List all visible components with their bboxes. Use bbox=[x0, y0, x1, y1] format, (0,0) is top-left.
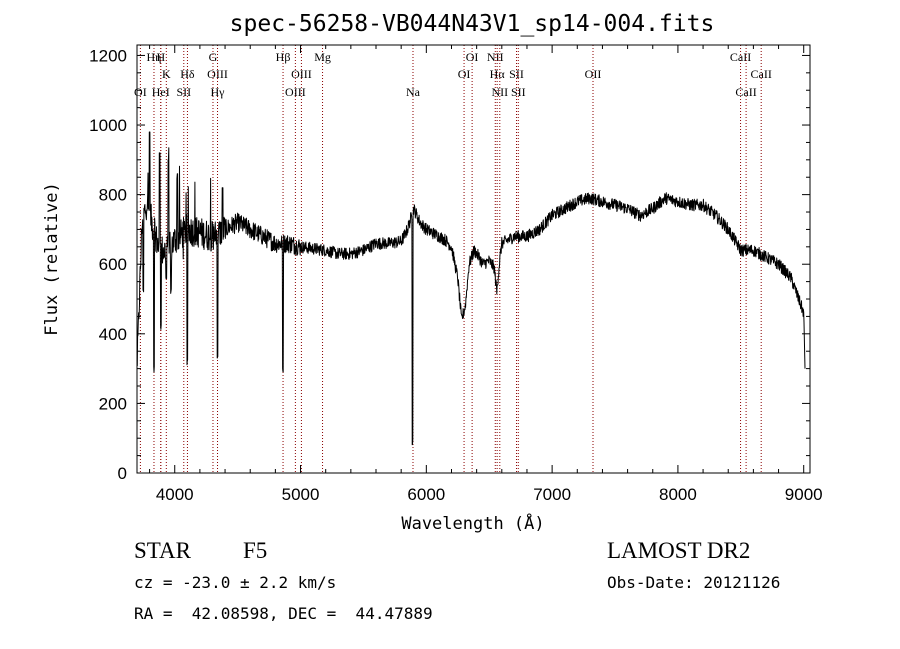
line-label: CaII bbox=[751, 67, 772, 81]
x-axis-label: Wavelength (Å) bbox=[401, 512, 544, 534]
chart-title: spec-56258-VB044N43V1_sp14-004.fits bbox=[230, 11, 715, 37]
line-label: SII bbox=[176, 85, 191, 99]
spectrum-line bbox=[136, 131, 806, 446]
x-tick-label: 7000 bbox=[533, 485, 571, 504]
x-tick-label: 5000 bbox=[282, 485, 320, 504]
spectrum-trace bbox=[136, 131, 806, 446]
y-tick-label: 400 bbox=[99, 325, 127, 344]
line-label: Hδ bbox=[180, 67, 195, 81]
line-label: OIII bbox=[291, 67, 312, 81]
line-label: K bbox=[162, 67, 171, 81]
line-label: SII bbox=[511, 85, 526, 99]
line-label: G bbox=[209, 50, 218, 64]
line-label: OII bbox=[585, 67, 602, 81]
plot-frame bbox=[136, 44, 811, 474]
survey-name: LAMOST DR2 bbox=[607, 538, 751, 563]
axes: 4000 5000 6000 7000 8000 9000 0 200 400 600 800 100… bbox=[89, 45, 823, 504]
line-label: OI bbox=[466, 50, 479, 64]
coordinates: RA = 42.08598, DEC = 44.47889 bbox=[134, 604, 433, 623]
line-label: Hη bbox=[147, 50, 162, 64]
line-label: OIII bbox=[285, 85, 306, 99]
line-label: Hβ bbox=[276, 50, 291, 64]
line-label: Na bbox=[406, 85, 421, 99]
line-label: Mg bbox=[314, 50, 331, 64]
line-label: HeI bbox=[152, 85, 170, 99]
line-label: NII bbox=[487, 50, 504, 64]
x-tick-label: 6000 bbox=[407, 485, 445, 504]
y-axis-label: Flux (relative) bbox=[42, 182, 62, 336]
object-class: STAR bbox=[134, 538, 191, 563]
line-label: CaII bbox=[735, 85, 756, 99]
x-tick-label: 9000 bbox=[785, 485, 823, 504]
x-tick-label: 4000 bbox=[156, 485, 194, 504]
y-tick-label: 1200 bbox=[89, 46, 127, 65]
x-tick-label: 8000 bbox=[659, 485, 697, 504]
line-label: Hγ bbox=[211, 85, 226, 99]
y-tick-label: 600 bbox=[99, 255, 127, 274]
y-tick-label: 0 bbox=[118, 464, 127, 483]
redshift-cz: cz = -23.0 ± 2.2 km/s bbox=[134, 573, 337, 592]
line-label: OIII bbox=[207, 67, 228, 81]
y-tick-label: 1000 bbox=[89, 116, 127, 135]
line-label: CaII bbox=[730, 50, 751, 64]
line-label: SII bbox=[509, 67, 524, 81]
line-label: Hα bbox=[490, 67, 506, 81]
y-tick-label: 800 bbox=[99, 186, 127, 205]
line-label: OI bbox=[134, 85, 147, 99]
observation-date: Obs-Date: 20121126 bbox=[607, 573, 781, 592]
line-label: OI bbox=[458, 67, 471, 81]
line-label: NII bbox=[491, 85, 508, 99]
object-subclass: F5 bbox=[243, 538, 268, 563]
y-tick-label: 200 bbox=[99, 394, 127, 413]
